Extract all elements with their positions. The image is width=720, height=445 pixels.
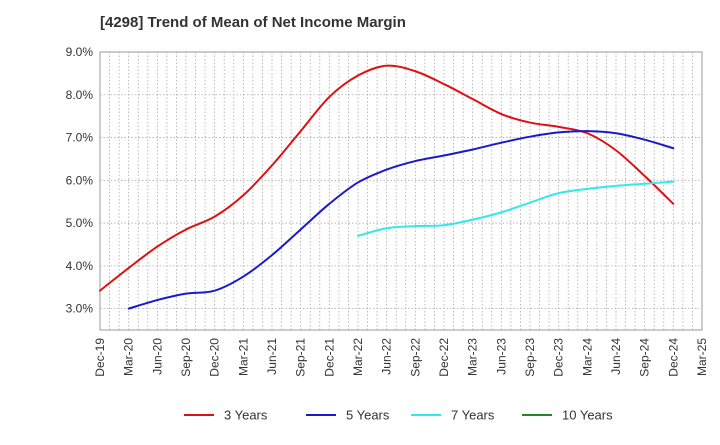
x-tick-label: Sep-24 [638,338,652,377]
x-tick-label: Jun-21 [265,338,279,375]
series-line-2 [127,130,675,310]
legend-label-1: 3 Years [224,408,268,423]
x-tick-label: Dec-21 [322,338,336,377]
x-tick-label: Dec-22 [437,338,451,377]
x-tick-label: Dec-19 [93,338,107,377]
y-tick-label: 8.0% [66,88,94,102]
x-tick-label: Mar-22 [351,338,365,376]
legend-label-3: 7 Years [451,408,495,423]
x-tick-label: Jun-20 [150,338,164,375]
y-tick-label: 3.0% [66,302,94,316]
x-tick-label: Mar-24 [580,338,594,376]
x-tick-label: Sep-21 [294,338,308,377]
x-tick-label: Sep-22 [408,338,422,377]
y-tick-label: 4.0% [66,259,94,273]
x-tick-label: Mar-23 [466,338,480,376]
y-tick-label: 6.0% [66,173,94,187]
chart-title: [4298] Trend of Mean of Net Income Margi… [100,14,406,31]
x-tick-label: Dec-24 [666,338,680,377]
x-tick-label: Dec-23 [552,338,566,377]
y-tick-label: 7.0% [66,131,94,145]
x-tick-label: Mar-21 [236,338,250,376]
x-tick-label: Mar-25 [695,338,709,376]
x-tick-label: Mar-20 [122,338,136,376]
plot-area [99,51,703,331]
legend-label-2: 5 Years [346,408,390,423]
x-tick-label: Jun-24 [609,338,623,375]
x-tick-label: Dec-20 [208,338,222,377]
y-tick-label: 9.0% [66,45,94,59]
x-tick-label: Jun-23 [494,338,508,375]
y-tick-label: 5.0% [66,216,94,230]
x-tick-label: Jun-22 [380,338,394,375]
legend-label-4: 10 Years [562,408,613,423]
series-line-3 [357,180,675,237]
x-tick-label: Sep-23 [523,338,537,377]
x-tick-label: Sep-20 [179,338,193,377]
